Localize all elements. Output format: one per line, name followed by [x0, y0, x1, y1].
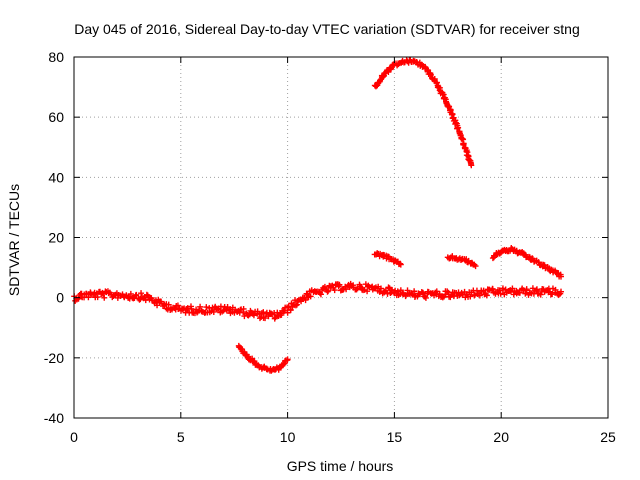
chart-title: Day 045 of 2016, Sidereal Day-to-day VTE…: [74, 21, 580, 37]
data-point-marker: [197, 303, 204, 310]
series-dip-negative: [235, 342, 291, 374]
data-point-marker: [472, 263, 479, 270]
data-point-marker: [385, 284, 392, 291]
data-point-marker: [516, 289, 523, 296]
data-point-marker: [364, 288, 371, 295]
data-point-marker: [127, 290, 134, 297]
data-point-marker: [165, 301, 172, 308]
data-point-marker: [460, 140, 467, 147]
data-point-marker: [489, 286, 496, 293]
data-point-marker: [287, 307, 294, 314]
y-axis-label: SDTVAR / TECUs: [6, 184, 22, 296]
y-tick-label: 0: [56, 290, 64, 306]
data-point-marker: [292, 302, 299, 309]
x-axis-label: GPS time / hours: [287, 458, 394, 474]
series-arc-high: [371, 57, 475, 169]
data-point-marker: [552, 286, 559, 293]
x-tick-label: 20: [493, 429, 509, 445]
data-point-marker: [203, 304, 210, 311]
data-point-marker: [250, 312, 257, 319]
data-point-marker: [418, 288, 425, 295]
series-short-segment-b: [444, 253, 479, 270]
data-point-marker: [537, 291, 544, 298]
data-point-marker: [101, 294, 108, 301]
data-point-marker: [452, 119, 459, 126]
y-tick-label: 60: [48, 109, 64, 125]
data-point-marker: [133, 291, 140, 298]
data-point-marker: [476, 292, 483, 299]
data-point-marker: [278, 311, 285, 318]
data-point-marker: [480, 287, 487, 294]
x-tick-label: 10: [280, 429, 296, 445]
data-point-marker: [377, 285, 384, 292]
data-point-marker: [397, 261, 404, 268]
data-point-marker: [422, 294, 429, 301]
data-point-marker: [331, 287, 338, 294]
data-point-marker: [307, 293, 314, 300]
data-point-marker: [411, 288, 418, 295]
grid: [74, 57, 608, 418]
data-point-marker: [509, 285, 516, 292]
data-point-marker: [522, 290, 529, 297]
data-point-marker: [225, 307, 232, 314]
data-point-marker: [284, 309, 291, 316]
data-point-marker: [251, 358, 258, 365]
data-point-marker: [99, 289, 106, 296]
y-tick-label: -20: [44, 350, 64, 366]
series-short-segment-a: [371, 250, 404, 268]
data-point-marker: [433, 79, 440, 86]
data-point-marker: [388, 65, 395, 72]
data-point-marker: [523, 286, 530, 293]
y-tick-label: 20: [48, 230, 64, 246]
y-tick-label: 40: [48, 169, 64, 185]
data-point-marker: [353, 286, 360, 293]
x-tick-label: 5: [177, 429, 185, 445]
data-point-marker: [558, 273, 565, 280]
data-point-marker: [94, 294, 101, 301]
data-point-marker: [262, 315, 269, 322]
data-point-marker: [446, 103, 453, 110]
data-point-marker: [499, 285, 506, 292]
data-point-marker: [240, 305, 247, 312]
data-point-marker: [210, 308, 217, 315]
x-tick-label: 0: [70, 429, 78, 445]
data-point-marker: [455, 124, 462, 131]
data-point-marker: [75, 295, 82, 302]
data-point-marker: [284, 356, 291, 363]
x-tick-label: 15: [387, 429, 403, 445]
data-point-marker: [533, 286, 540, 293]
data-point-marker: [374, 250, 381, 257]
data-point-marker: [558, 288, 565, 295]
data-point-marker: [433, 288, 440, 295]
data-point-marker: [336, 281, 343, 288]
data-point-marker: [384, 290, 391, 297]
data-point-marker: [317, 291, 324, 298]
y-tick-label: -40: [44, 410, 64, 426]
series-short-segment-c: [489, 244, 565, 280]
data-point-marker: [325, 287, 332, 294]
data-point-marker: [138, 290, 145, 297]
series-layer: [71, 57, 565, 374]
x-tick-label: 25: [600, 429, 616, 445]
series-main-band: [71, 280, 565, 322]
data-point-marker: [483, 292, 490, 299]
data-point-marker: [427, 71, 434, 78]
axis-ticks: 0 5 10 15 20 25 -40 -20 0 20 40 60 80: [44, 49, 616, 445]
y-tick-label: 80: [48, 49, 64, 65]
data-point-marker: [343, 286, 350, 293]
data-point-marker: [468, 162, 475, 169]
data-point-marker: [420, 289, 427, 296]
data-point-marker: [321, 283, 328, 290]
data-point-marker: [467, 293, 474, 300]
